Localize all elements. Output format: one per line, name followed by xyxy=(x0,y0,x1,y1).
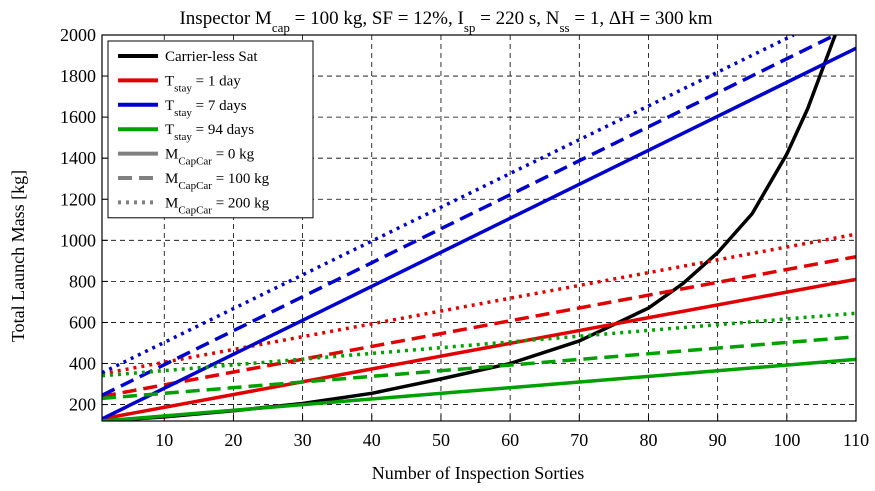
y-tick-label: 600 xyxy=(69,312,96,332)
legend-label: Tstay = 1 day xyxy=(165,73,241,94)
subscript: stay xyxy=(174,107,192,119)
series-line-5 xyxy=(102,46,856,421)
text-run: Inspector M xyxy=(179,8,271,29)
text-run: = 0 kg xyxy=(212,147,255,163)
x-tick-label: 80 xyxy=(639,430,657,450)
text-run: = 1 day xyxy=(192,73,241,89)
y-tick-label: 1400 xyxy=(60,148,96,168)
text-run: = 7 days xyxy=(192,98,247,114)
legend-label: MCapCar = 0 kg xyxy=(165,147,255,168)
plot-area: 10 20 30 40 50 60 70 80 90 100 110 200 400 600 800 1000… xyxy=(60,25,869,450)
series-line-2 xyxy=(102,277,856,421)
subscript: CapCar xyxy=(178,156,212,168)
text-run: = 220 s, N xyxy=(475,8,559,29)
legend-label: MCapCar = 100 kg xyxy=(165,171,270,192)
x-axis-label: Number of Inspection Sorties xyxy=(372,463,584,483)
text-run: M xyxy=(165,147,178,163)
y-tick-label: 1800 xyxy=(60,66,96,86)
chart-title: Inspector Mcap = 100 kg, SF = 12%, Isp =… xyxy=(179,8,712,35)
x-tick-label: 100 xyxy=(773,430,800,450)
text-run: T xyxy=(165,73,174,89)
text-run: Carrier-less Sat xyxy=(165,49,258,65)
y-tick-label: 200 xyxy=(69,395,96,415)
text-run: = 100 kg xyxy=(212,171,270,187)
y-tick-label: 400 xyxy=(69,354,96,374)
x-tick-label: 90 xyxy=(709,430,727,450)
text-run: M xyxy=(165,171,178,187)
y-tick-label: 1600 xyxy=(60,107,96,127)
series-line-10 xyxy=(102,311,856,378)
series-line-7 xyxy=(102,35,795,375)
subscript: stay xyxy=(174,82,192,94)
subscript: ss xyxy=(559,20,569,35)
text-run: T xyxy=(165,98,174,114)
text-run: = 100 kg, SF = 12%, I xyxy=(290,8,464,29)
x-tick-label: 50 xyxy=(432,430,450,450)
subscript: CapCar xyxy=(178,180,212,192)
x-tick-label: 110 xyxy=(843,430,869,450)
series-line-3 xyxy=(102,254,856,399)
text-run: = 200 kg xyxy=(212,195,270,211)
text-run: T xyxy=(165,122,174,138)
y-tick-label: 1000 xyxy=(60,230,96,250)
series-lines xyxy=(102,35,856,421)
x-tick-label: 70 xyxy=(570,430,588,450)
legend-label: Tstay = 94 days xyxy=(165,122,254,143)
x-tick-label: 60 xyxy=(501,430,519,450)
y-tick-label: 1200 xyxy=(60,189,96,209)
x-tick-label: 40 xyxy=(363,430,381,450)
y-tick-label: 2000 xyxy=(60,25,96,45)
y-axis-label: Total Launch Mass [kg] xyxy=(8,170,28,342)
legend-label: MCapCar = 200 kg xyxy=(165,195,270,216)
x-tick-label: 20 xyxy=(224,430,242,450)
text-run: M xyxy=(165,195,178,211)
series-line-9 xyxy=(102,335,856,401)
series-line-8 xyxy=(102,357,856,421)
subscript: stay xyxy=(174,131,192,143)
plot-frame xyxy=(101,34,857,422)
subscript: CapCar xyxy=(178,204,212,216)
text-run: = 94 days xyxy=(192,122,254,138)
x-tick-label: 10 xyxy=(155,430,173,450)
legend-label: Carrier-less Sat xyxy=(165,49,258,65)
subscript: cap xyxy=(272,20,290,35)
y-tick-label: 800 xyxy=(69,271,96,291)
legend-label: Tstay = 7 days xyxy=(165,98,247,119)
series-line-6 xyxy=(102,35,836,397)
x-tick-label: 30 xyxy=(294,430,312,450)
text-run: = 1, ΔH = 300 km xyxy=(570,8,713,29)
subscript: sp xyxy=(464,20,476,35)
